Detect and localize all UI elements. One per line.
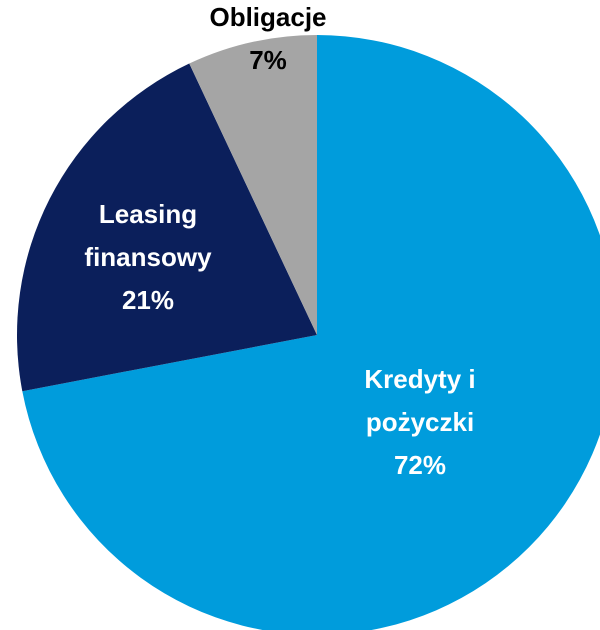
category-label: Leasing finansowy bbox=[84, 199, 212, 272]
slice-label: Obligacje 7% bbox=[168, 0, 368, 82]
category-label: Kredyty i pożyczki bbox=[364, 364, 476, 437]
value-label: 7% bbox=[249, 45, 287, 75]
value-label: 21% bbox=[121, 285, 175, 315]
pie-slice bbox=[22, 35, 600, 630]
value-label: 72% bbox=[393, 450, 447, 480]
slice-label: Kredyty i pożyczki 72% bbox=[333, 358, 508, 487]
pie-slice bbox=[189, 35, 317, 335]
category-label: Obligacje bbox=[209, 2, 327, 32]
slice-label: Leasing finansowy 21% bbox=[53, 193, 243, 322]
pie-slice bbox=[16, 63, 317, 392]
